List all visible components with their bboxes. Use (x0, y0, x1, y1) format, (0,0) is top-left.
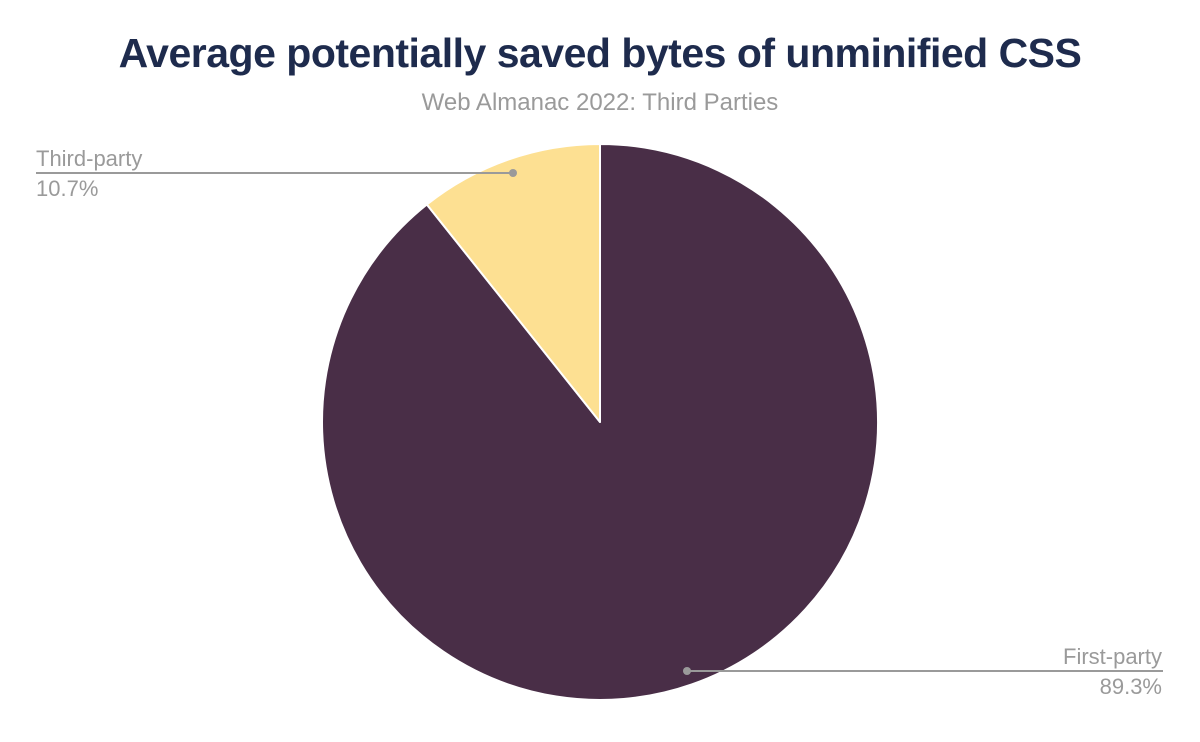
chart-title: Average potentially saved bytes of unmin… (118, 30, 1082, 76)
leader-dot (509, 169, 517, 177)
slice-value: 10.7% (36, 176, 98, 201)
slice-label: First-party (1063, 644, 1162, 669)
callout-third-party: Third-party 10.7% (36, 146, 517, 201)
slice-label: Third-party (36, 146, 142, 171)
pie-slices (321, 143, 879, 701)
callout-first-party: First-party 89.3% (683, 644, 1163, 699)
chart-subtitle: Web Almanac 2022: Third Parties (421, 89, 779, 116)
leader-dot (683, 667, 691, 675)
pie-slice-third-party[interactable] (425, 143, 601, 423)
slice-value: 89.3% (1100, 674, 1162, 699)
